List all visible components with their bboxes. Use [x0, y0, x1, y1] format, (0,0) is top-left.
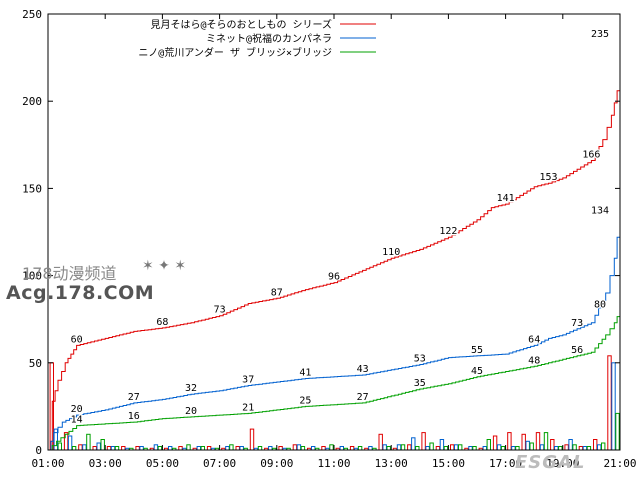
site2-watermark: ESGAL: [515, 452, 586, 473]
x-tick-label: 11:00: [317, 457, 350, 470]
data-label-1: 110: [382, 247, 400, 258]
data-label-2: 134: [591, 205, 609, 216]
data-label-3: 48: [528, 355, 540, 366]
data-label-3: 27: [357, 392, 369, 403]
data-label-2: 20: [71, 404, 83, 415]
data-label-1: 60: [71, 334, 83, 345]
x-tick-label: 21:00: [603, 457, 636, 470]
y-tick-label: 250: [22, 8, 42, 21]
legend: 見月そはら@そらのおとしもの シリーズミネット@祝福のカンパネラニノ@荒川アンダ…: [138, 18, 376, 59]
data-label-3: 80: [594, 300, 606, 311]
data-label-2: 64: [528, 334, 540, 345]
x-tick-label: 19:00: [546, 457, 579, 470]
site-watermark-url: Acg.178.COM: [6, 282, 155, 304]
data-label-2: 27: [128, 392, 140, 403]
y-tick-label: 100: [22, 270, 42, 283]
data-label-2: 55: [471, 345, 483, 356]
x-tick-label: 03:00: [89, 457, 122, 470]
x-tick-label: 07:00: [203, 457, 236, 470]
data-label-2: 73: [571, 318, 583, 329]
data-label-3: 56: [571, 345, 583, 356]
data-label-3: 45: [471, 366, 483, 377]
y-tick-label: 0: [35, 444, 42, 457]
x-tick-label: 15:00: [432, 457, 465, 470]
series-line-2: [48, 216, 621, 451]
y-tick-label: 200: [22, 95, 42, 108]
data-label-2: 43: [357, 364, 369, 375]
series-line-1: [48, 40, 621, 451]
axis-ticks: 0 50 100 150 200 250 01:00 03:00 05:00 07:00 09:00…: [22, 8, 636, 470]
data-label-3: 35: [414, 378, 426, 389]
data-label-1: 122: [439, 226, 457, 237]
x-tick-label: 13:00: [375, 457, 408, 470]
x-tick-label: 01:00: [31, 457, 64, 470]
data-label-1: 235: [591, 29, 609, 40]
y-tick-label: 50: [29, 357, 42, 370]
legend-label: 見月そはら@そらのおとしもの シリーズ: [150, 18, 332, 31]
x-tick-label: 05:00: [146, 457, 179, 470]
data-label-1: 68: [156, 317, 168, 328]
data-label-1: 141: [497, 193, 515, 204]
data-label-1: 96: [328, 272, 340, 283]
data-label-2: 32: [185, 383, 197, 394]
x-tick-label: 09:00: [260, 457, 293, 470]
legend-label: ミネット@祝福のカンパネラ: [206, 32, 332, 45]
data-label-2: 37: [242, 375, 254, 386]
y-tick-label: 150: [22, 182, 42, 195]
data-label-3: 25: [299, 395, 311, 406]
data-label-3: 14: [71, 415, 83, 426]
data-label-3: 16: [128, 411, 140, 422]
star-decoration-icon: ✶ ✦ ✶: [142, 258, 187, 274]
series-line-3: [48, 310, 621, 451]
data-label-1: 87: [271, 287, 283, 298]
data-label-2: 41: [299, 368, 311, 379]
site-watermark-cn: 178动漫频道: [22, 264, 117, 283]
data-label-3: 21: [242, 402, 254, 413]
cumulative-lines: [48, 40, 621, 451]
data-label-1: 73: [214, 305, 226, 316]
data-label-3: 20: [185, 406, 197, 417]
data-label-2: 53: [414, 354, 426, 365]
data-label-1: 166: [582, 150, 600, 161]
data-labels: 60 68 73 87 96 110 122 141 153 166 235 20 27 32 37 41 43…: [69, 28, 610, 427]
x-tick-label: 17:00: [489, 457, 522, 470]
legend-label: ニノ@荒川アンダー ザ ブリッジ×ブリッジ: [138, 46, 332, 59]
data-label-1: 153: [539, 172, 557, 183]
